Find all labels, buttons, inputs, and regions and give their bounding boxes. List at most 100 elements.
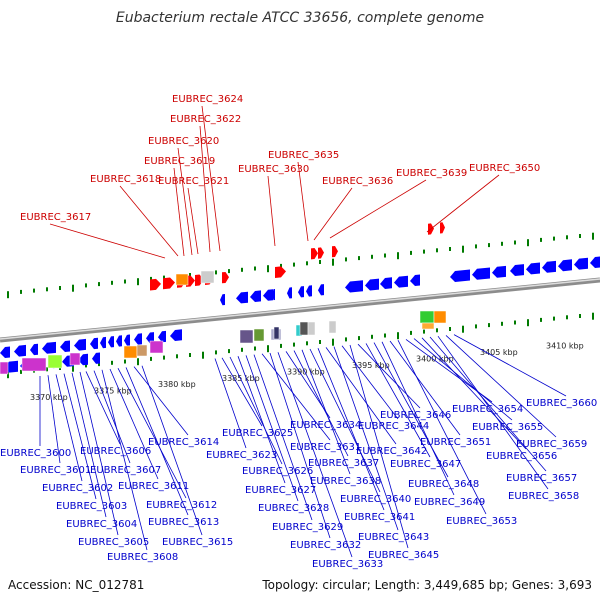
forward-gene-arrow[interactable] [150, 278, 161, 291]
reverse-gene-label[interactable]: EUBREC_3613 [148, 517, 219, 528]
gene-feature-box[interactable] [419, 310, 435, 324]
reverse-gene-label[interactable]: EUBREC_3615 [162, 537, 233, 548]
forward-gene-label[interactable]: EUBREC_3636 [322, 176, 393, 187]
reverse-gene-label[interactable]: EUBREC_3648 [408, 479, 479, 490]
reverse-gene-label[interactable]: EUBREC_3637 [308, 458, 379, 469]
gene-feature-box[interactable] [421, 322, 435, 330]
reverse-gene-label[interactable]: EUBREC_3629 [272, 522, 343, 533]
reverse-gene-label[interactable]: EUBREC_3633 [312, 559, 383, 570]
reverse-gene-label[interactable]: EUBREC_3611 [118, 481, 189, 492]
reverse-gene-arrow[interactable] [380, 277, 392, 289]
gene-feature-box[interactable] [69, 352, 81, 366]
reverse-gene-label[interactable]: EUBREC_3656 [486, 451, 557, 462]
reverse-gene-arrow[interactable] [0, 346, 10, 359]
reverse-gene-label[interactable]: EUBREC_3602 [42, 483, 113, 494]
gene-feature-box[interactable] [253, 328, 265, 342]
reverse-gene-arrow[interactable] [272, 289, 275, 301]
reverse-gene-label[interactable]: EUBREC_3644 [358, 421, 429, 432]
reverse-gene-arrow[interactable] [365, 278, 379, 291]
reverse-gene-label[interactable]: EUBREC_3627 [245, 485, 316, 496]
reverse-gene-arrow[interactable] [318, 284, 324, 296]
gene-feature-box[interactable] [299, 321, 309, 336]
forward-gene-arrow[interactable] [222, 271, 229, 284]
reverse-gene-arrow[interactable] [236, 291, 248, 304]
reverse-gene-arrow[interactable] [263, 289, 273, 301]
reverse-gene-label[interactable]: EUBREC_3600 [0, 448, 71, 459]
gene-feature-box[interactable] [136, 344, 148, 357]
reverse-gene-label[interactable]: EUBREC_3640 [340, 494, 411, 505]
reverse-gene-label[interactable]: EUBREC_3658 [508, 491, 579, 502]
reverse-gene-arrow[interactable] [42, 341, 56, 354]
reverse-gene-label[interactable]: EUBREC_3601 [20, 465, 91, 476]
gene-feature-box[interactable] [123, 345, 138, 359]
reverse-gene-label[interactable]: EUBREC_3614 [148, 437, 219, 448]
reverse-gene-arrow[interactable] [558, 259, 572, 272]
forward-gene-arrow[interactable] [311, 248, 318, 260]
forward-gene-label[interactable]: EUBREC_3635 [268, 150, 339, 161]
reverse-gene-arrow[interactable] [116, 335, 122, 347]
reverse-gene-arrow[interactable] [345, 280, 363, 293]
reverse-gene-arrow[interactable] [220, 294, 225, 306]
reverse-gene-arrow[interactable] [250, 290, 261, 302]
reverse-gene-label[interactable]: EUBREC_3642 [356, 446, 427, 457]
forward-gene-label[interactable]: EUBREC_3617 [20, 212, 91, 223]
reverse-gene-label[interactable]: EUBREC_3657 [506, 473, 577, 484]
gene-feature-box[interactable] [307, 321, 316, 336]
reverse-gene-arrow[interactable] [146, 332, 154, 344]
gene-feature-box[interactable] [328, 320, 337, 334]
forward-gene-label[interactable]: EUBREC_3620 [148, 136, 219, 147]
reverse-gene-arrow[interactable] [170, 329, 182, 341]
gene-feature-box[interactable] [0, 361, 9, 375]
forward-gene-arrow[interactable] [318, 247, 324, 259]
reverse-gene-arrow[interactable] [60, 340, 70, 353]
reverse-gene-label[interactable]: EUBREC_3634 [290, 420, 361, 431]
reverse-gene-arrow[interactable] [298, 286, 304, 298]
reverse-gene-label[interactable]: EUBREC_3653 [446, 516, 517, 527]
reverse-gene-arrow[interactable] [78, 353, 88, 366]
reverse-gene-label[interactable]: EUBREC_3628 [258, 503, 329, 514]
reverse-gene-label[interactable]: EUBREC_3651 [420, 437, 491, 448]
reverse-gene-label[interactable]: EUBREC_3659 [516, 439, 587, 450]
reverse-gene-label[interactable]: EUBREC_3607 [90, 465, 161, 476]
gene-feature-box[interactable] [273, 326, 280, 340]
reverse-gene-label[interactable]: EUBREC_3631 [290, 442, 361, 453]
reverse-gene-arrow[interactable] [14, 344, 26, 357]
reverse-gene-arrow[interactable] [30, 343, 38, 356]
reverse-gene-label[interactable]: EUBREC_3647 [390, 459, 461, 470]
forward-gene-label[interactable]: EUBREC_3621 [158, 176, 229, 187]
reverse-gene-arrow[interactable] [74, 338, 86, 351]
reverse-gene-label[interactable]: EUBREC_3649 [414, 497, 485, 508]
gene-feature-box[interactable] [21, 357, 47, 372]
reverse-gene-label[interactable]: EUBREC_3603 [56, 501, 127, 512]
reverse-gene-label[interactable]: EUBREC_3605 [78, 537, 149, 548]
reverse-gene-arrow[interactable] [510, 264, 524, 276]
reverse-gene-label[interactable]: EUBREC_3632 [290, 540, 361, 551]
reverse-gene-arrow[interactable] [124, 334, 130, 346]
reverse-gene-arrow[interactable] [287, 287, 292, 299]
forward-gene-arrow[interactable] [163, 277, 175, 290]
reverse-gene-label[interactable]: EUBREC_3608 [107, 552, 178, 563]
gene-feature-box[interactable] [433, 310, 447, 324]
forward-gene-label[interactable]: EUBREC_3650 [469, 163, 540, 174]
reverse-gene-label[interactable]: EUBREC_3626 [242, 466, 313, 477]
gene-feature-box[interactable] [200, 270, 215, 284]
reverse-gene-arrow[interactable] [410, 274, 420, 287]
reverse-gene-arrow[interactable] [590, 256, 600, 269]
reverse-gene-arrow[interactable] [92, 352, 100, 364]
forward-gene-label[interactable]: EUBREC_3624 [172, 94, 243, 105]
reverse-gene-arrow[interactable] [306, 285, 312, 297]
reverse-gene-label[interactable]: EUBREC_3604 [66, 519, 137, 530]
reverse-gene-arrow[interactable] [492, 265, 506, 278]
reverse-gene-label[interactable]: EUBREC_3655 [472, 422, 543, 433]
gene-feature-box[interactable] [47, 354, 63, 369]
reverse-gene-label[interactable]: EUBREC_3638 [310, 476, 381, 487]
reverse-gene-label[interactable]: EUBREC_3641 [344, 512, 415, 523]
reverse-gene-arrow[interactable] [472, 267, 490, 280]
reverse-gene-arrow[interactable] [574, 257, 588, 270]
forward-gene-label[interactable]: EUBREC_3622 [170, 114, 241, 125]
reverse-gene-label[interactable]: EUBREC_3612 [146, 500, 217, 511]
reverse-gene-arrow[interactable] [108, 336, 114, 348]
reverse-gene-arrow[interactable] [526, 262, 540, 275]
reverse-gene-label[interactable]: EUBREC_3660 [526, 398, 597, 409]
